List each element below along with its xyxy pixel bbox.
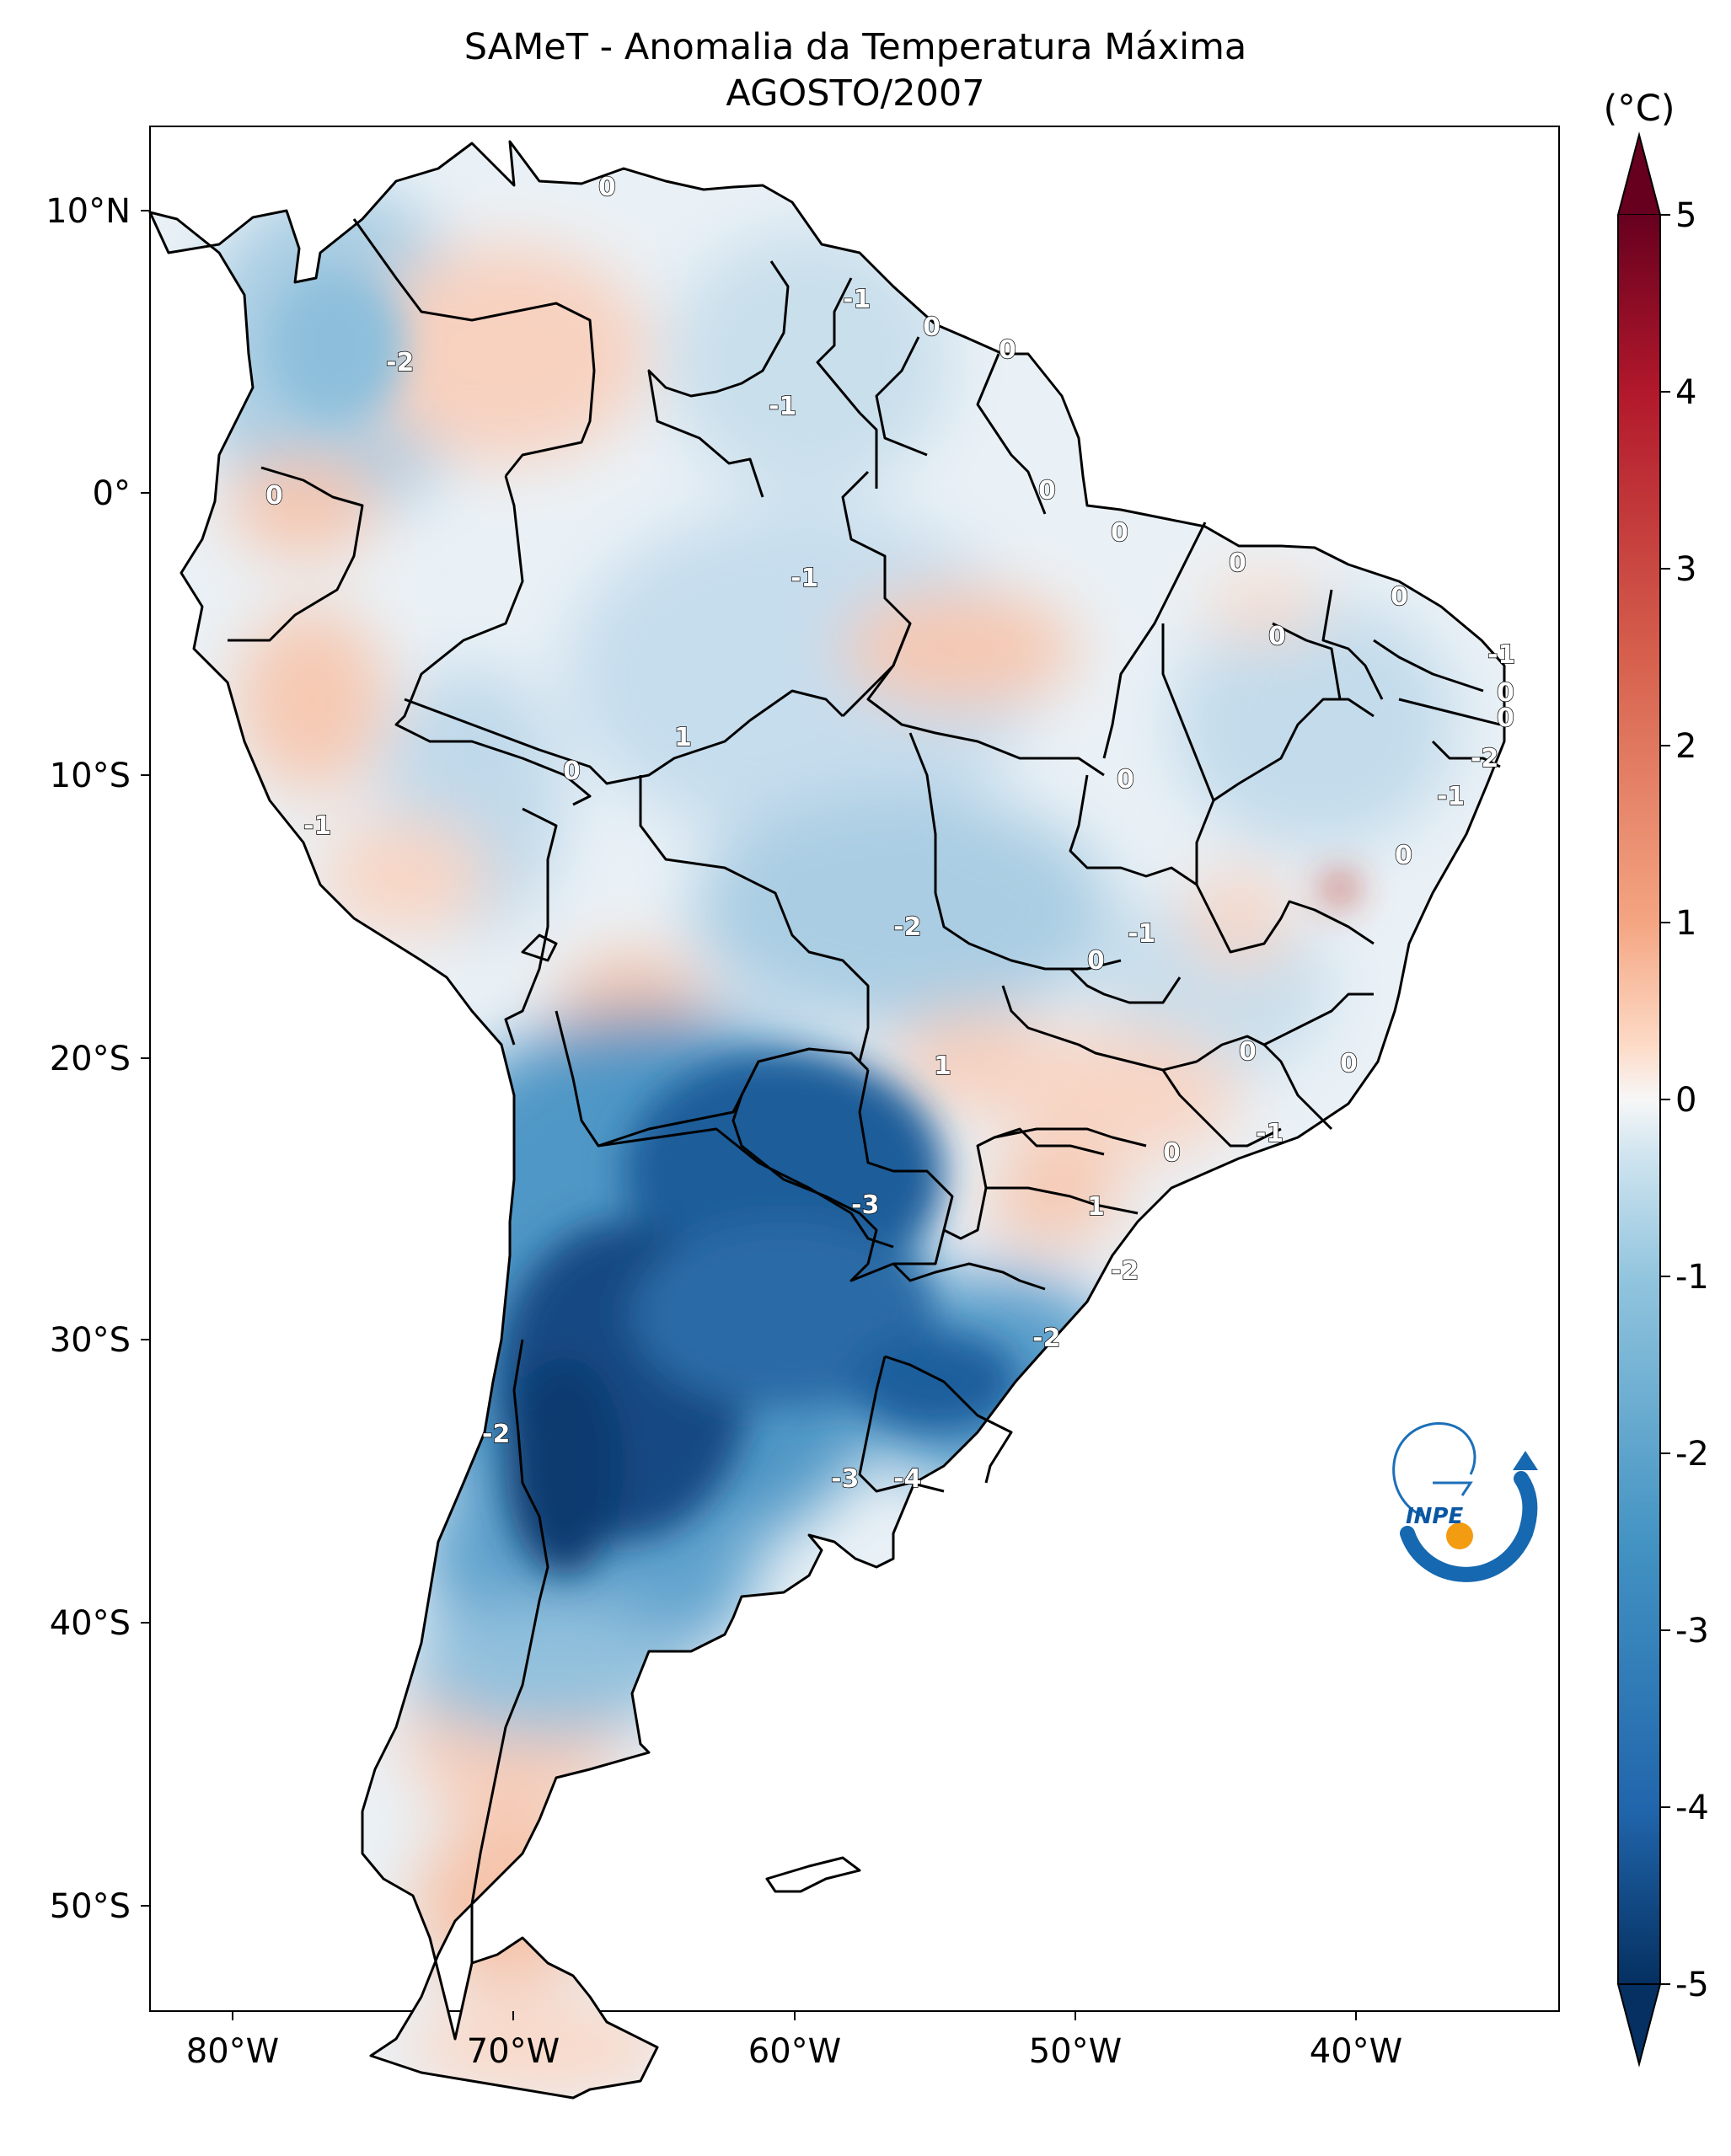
- lat-tick-label: 50°S: [50, 1887, 131, 1926]
- lon-tick-label: 70°W: [467, 2032, 560, 2071]
- contour-label: -2: [1032, 1324, 1060, 1353]
- contour-label: -1: [1128, 919, 1155, 949]
- colorbar-tick-label: -5: [1675, 1966, 1709, 2004]
- contour-label: 0: [1340, 1049, 1358, 1078]
- lon-axis: 80°W 70°W 60°W 50°W 40°W: [186, 2011, 1402, 2071]
- contour-label: -1: [1437, 782, 1465, 811]
- lat-tick-label: 10°S: [50, 757, 131, 795]
- colorbar-tick-label: 5: [1675, 196, 1696, 235]
- contour-label: -1: [303, 811, 331, 841]
- colorbar-tick-label: 2: [1675, 727, 1696, 766]
- lat-axis: 10°N 0° 10°S 20°S 30°S 40°S 50°S: [46, 192, 150, 1926]
- contour-label: -2: [386, 348, 414, 377]
- map-title-line2: AGOSTO/2007: [726, 72, 984, 115]
- colorbar-tick-label: 0: [1675, 1081, 1696, 1120]
- lon-tick-label: 50°W: [1029, 2032, 1122, 2071]
- contour-label: -1: [769, 392, 796, 421]
- colorbar-tick-label: 3: [1675, 550, 1696, 589]
- contour-label: 0: [1239, 1037, 1257, 1067]
- inpe-logo-text: INPE: [1406, 1504, 1463, 1529]
- country-borders: [148, 140, 1506, 2100]
- contour-label: -4: [893, 1464, 921, 1494]
- contour-label: 1: [1087, 1192, 1105, 1222]
- lat-tick-label: 10°N: [46, 192, 131, 231]
- contour-label: -2: [482, 1420, 510, 1449]
- contour-label: -1: [1487, 640, 1515, 670]
- contour-label: 0: [1111, 518, 1128, 548]
- contour-label: 0: [1391, 582, 1408, 612]
- contour-label: 0: [923, 313, 941, 342]
- map-title-line1: SAMeT - Anomalia da Temperatura Máxima: [464, 26, 1247, 68]
- contour-label: 0: [1268, 622, 1286, 651]
- contour-label: 0: [1395, 841, 1412, 870]
- contour-label: -1: [843, 285, 871, 314]
- colorbar-tick-label: -2: [1675, 1435, 1709, 1474]
- contour-label: -2: [1471, 744, 1498, 773]
- contour-label: 0: [1163, 1138, 1181, 1168]
- colorbar-unit: (°C): [1603, 88, 1675, 130]
- contour-label: 1: [674, 723, 692, 752]
- contour-label: 0: [1087, 946, 1105, 976]
- contour-label: 0: [1229, 548, 1246, 578]
- contour-label: 1: [934, 1051, 951, 1081]
- colorbar-tick-label: -3: [1675, 1612, 1709, 1650]
- contour-label: 0: [999, 335, 1016, 365]
- contour-label: 0: [1038, 476, 1056, 506]
- contour-labels: 0 -1 0 0 -2 -1 0 0 0 -1 0 0 0 0 -1 0 0 -…: [265, 172, 1516, 1494]
- contour-label: 0: [1497, 704, 1514, 733]
- contour-label: 0: [563, 757, 581, 786]
- lat-tick-label: 40°S: [50, 1604, 131, 1643]
- lat-tick-label: 30°S: [50, 1321, 131, 1360]
- colorbar: (°C) 5 4 3 2 1 0 -1 -2 -3 -4 -5: [1603, 88, 1709, 2068]
- contour-label: 0: [1117, 765, 1134, 794]
- inpe-logo: INPE: [1392, 1422, 1538, 1582]
- lon-tick-label: 60°W: [748, 2032, 841, 2071]
- contour-label: -3: [831, 1464, 859, 1494]
- contour-label: -1: [1256, 1119, 1284, 1148]
- lat-tick-label: 20°S: [50, 1040, 131, 1078]
- contour-label: 0: [1497, 678, 1514, 708]
- contour-label: 0: [598, 173, 616, 202]
- lon-tick-label: 80°W: [186, 2032, 279, 2071]
- contour-label: -2: [1111, 1256, 1139, 1286]
- colorbar-tick-label: -1: [1675, 1258, 1709, 1297]
- contour-label: -3: [851, 1190, 879, 1220]
- colorbar-tick-label: 1: [1675, 904, 1696, 943]
- contour-label: 0: [265, 481, 283, 511]
- lon-tick-label: 40°W: [1310, 2032, 1402, 2071]
- colorbar-tick-label: -4: [1675, 1789, 1709, 1827]
- contour-label: -1: [790, 564, 818, 593]
- contour-label: -2: [893, 912, 921, 942]
- colorbar-tick-label: 4: [1675, 373, 1696, 412]
- lat-tick-label: 0°: [93, 474, 131, 513]
